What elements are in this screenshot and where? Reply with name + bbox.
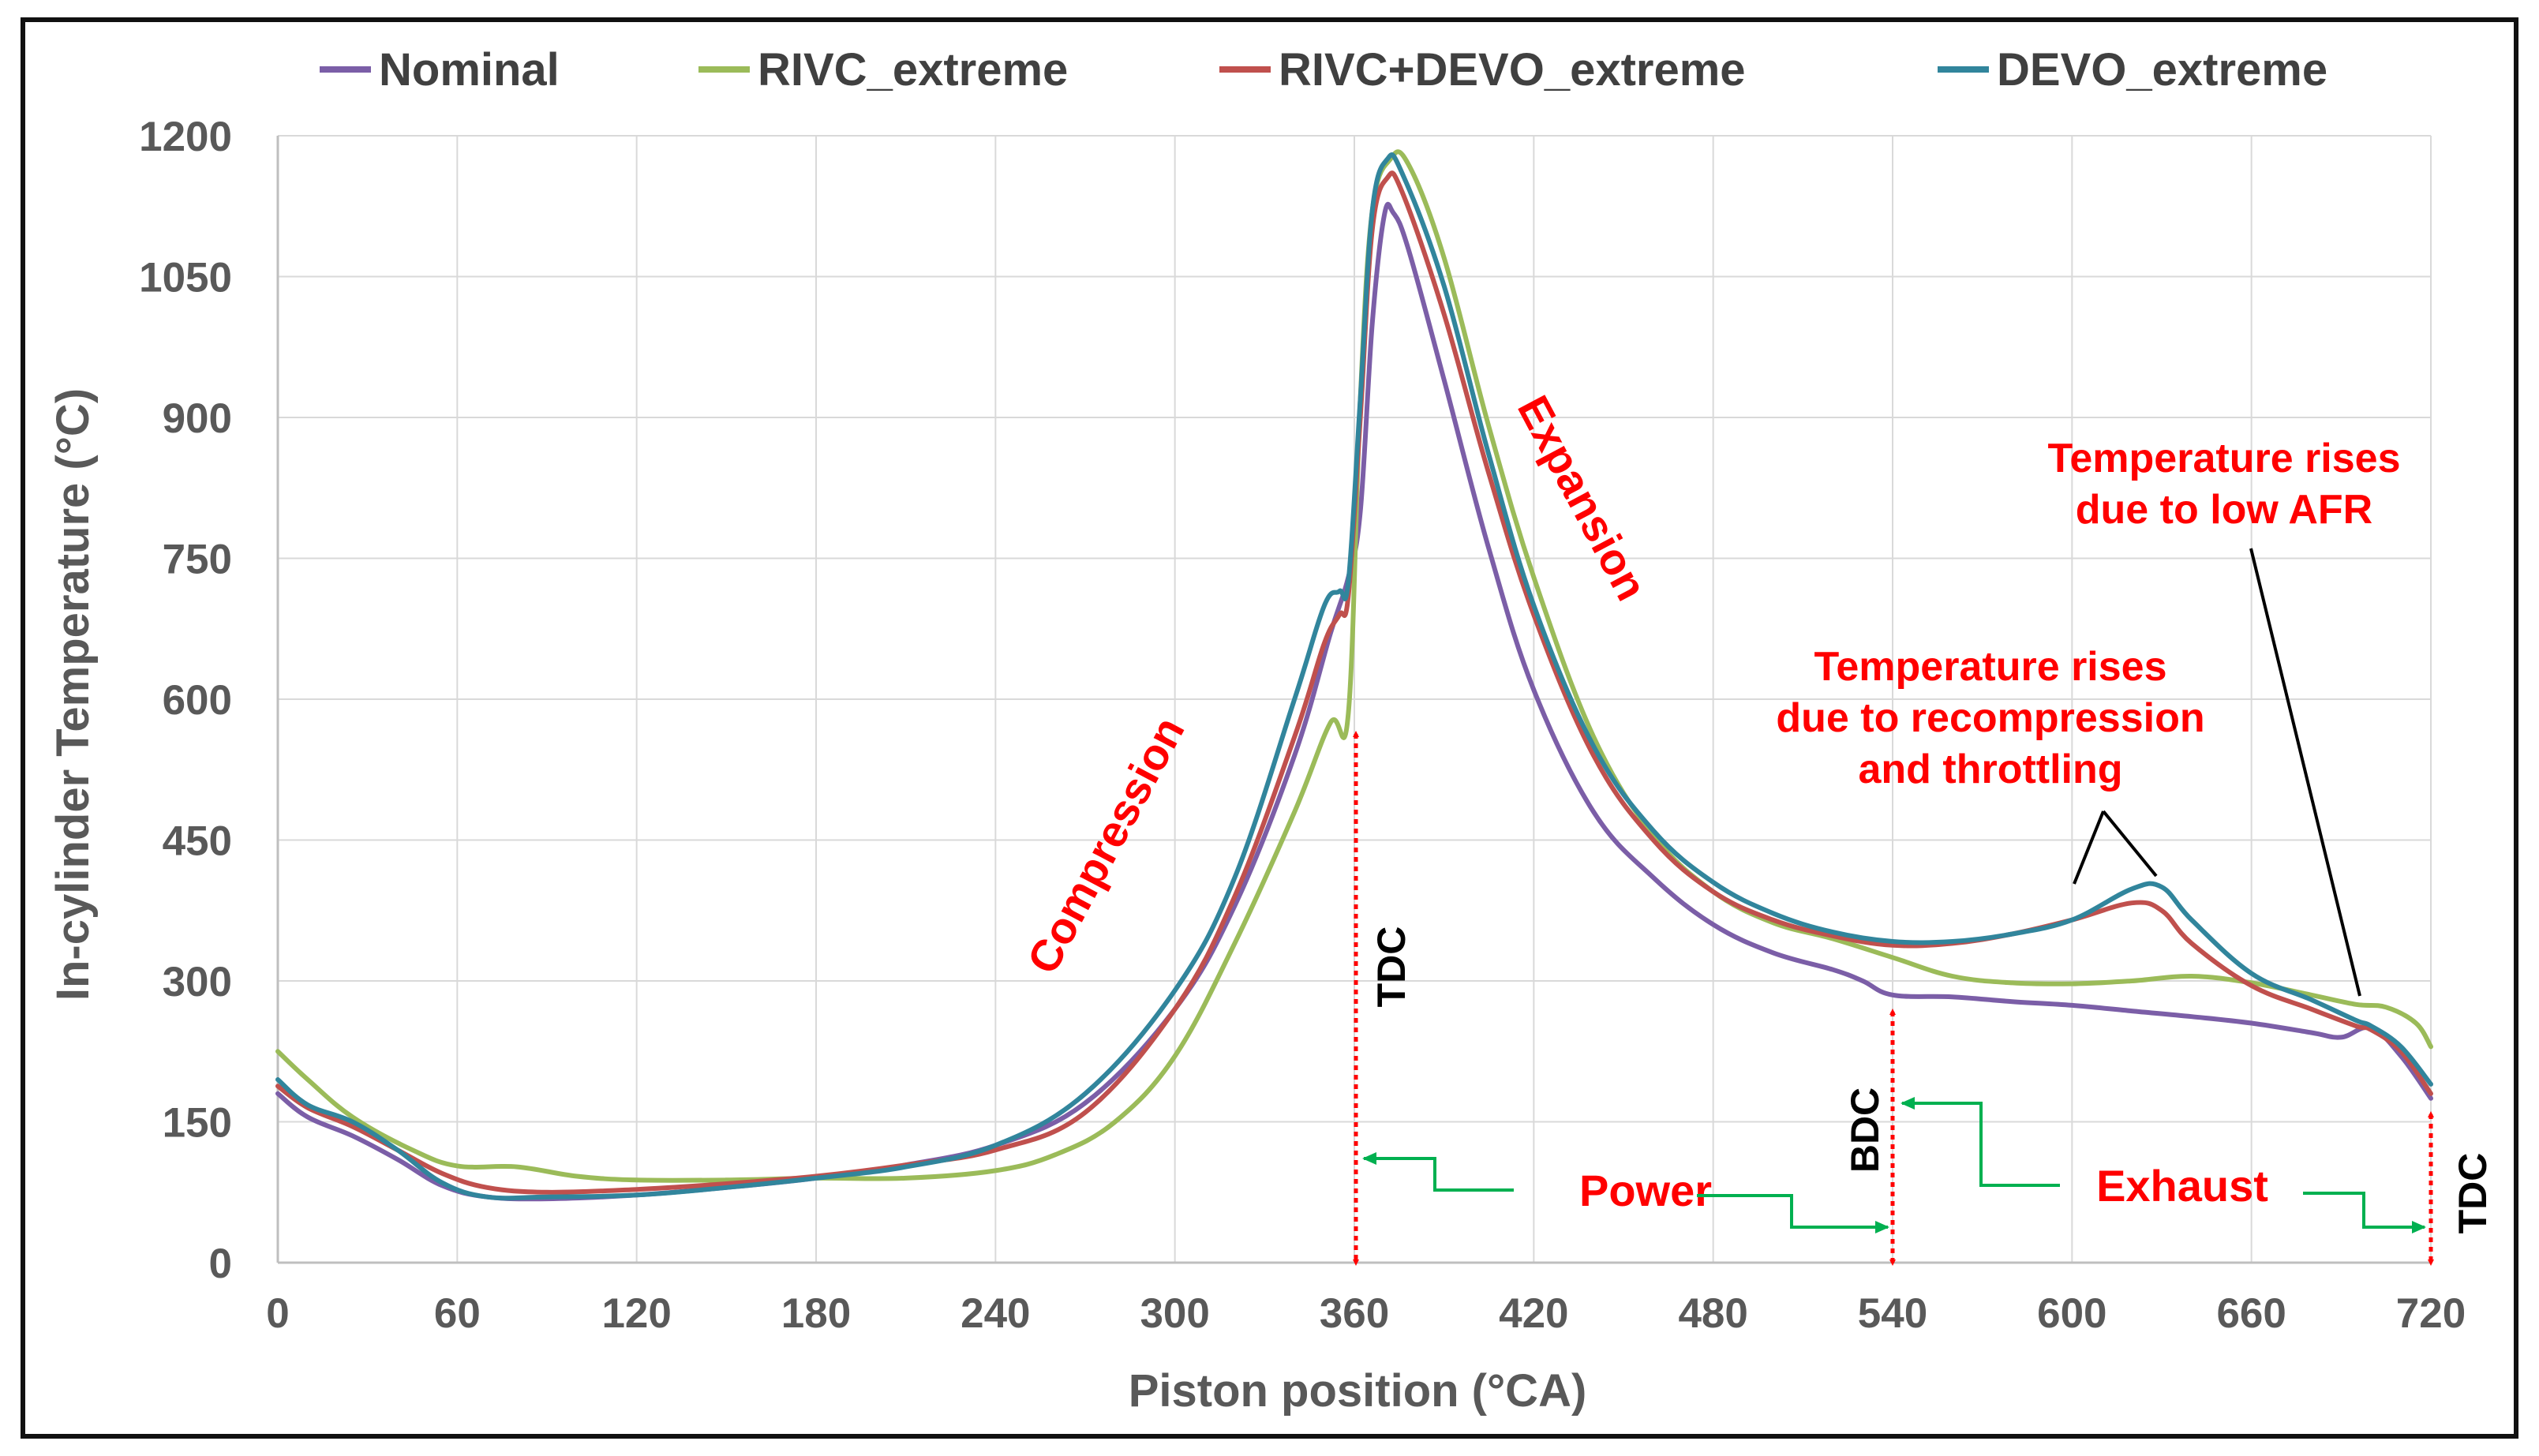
x-tick-label: 240 bbox=[961, 1290, 1030, 1337]
exhaust-arrow-left bbox=[1901, 1097, 2060, 1187]
x-tick-label: 60 bbox=[434, 1290, 481, 1337]
tdc-label-2: TDC bbox=[2451, 1153, 2495, 1234]
exhaust-label: Exhaust bbox=[2096, 1161, 2268, 1211]
legend-label-rivc-devo: RIVC+DEVO_extreme bbox=[1279, 44, 1746, 95]
low-afr-text-line-1: Temperature rises bbox=[2047, 436, 2400, 481]
y-tick-label: 750 bbox=[163, 537, 232, 583]
power-arrow-left bbox=[1362, 1152, 1514, 1192]
x-tick-label: 360 bbox=[1320, 1290, 1389, 1337]
x-tick-label: 420 bbox=[1499, 1290, 1568, 1337]
x-tick-label: 660 bbox=[2216, 1290, 2286, 1337]
legend-label-rivc: RIVC_extreme bbox=[758, 44, 1068, 95]
compression-label: Compression bbox=[1017, 709, 1194, 982]
tdc-label-1: TDC bbox=[1369, 926, 1414, 1008]
y-axis-title: In-cylinder Temperature (°C) bbox=[47, 388, 99, 1001]
recompression-annotation: Temperature rises due to recompression a… bbox=[1776, 644, 2205, 885]
recompression-text-line-3: and throttling bbox=[1858, 747, 2122, 792]
bdc-label: BDC bbox=[1843, 1087, 1887, 1173]
power-label: Power bbox=[1579, 1166, 1712, 1215]
x-axis-title: Piston position (°CA) bbox=[1129, 1365, 1587, 1417]
y-tick-label: 150 bbox=[163, 1100, 232, 1147]
recompression-pointer-1 bbox=[2073, 810, 2105, 885]
power-arrow-right bbox=[1697, 1194, 1889, 1233]
x-tick-label: 0 bbox=[266, 1290, 289, 1337]
chart-frame bbox=[21, 17, 2518, 1439]
recompression-text-line-2: due to recompression bbox=[1776, 695, 2204, 741]
y-tick-label: 0 bbox=[209, 1241, 232, 1287]
x-tick-label: 720 bbox=[2396, 1290, 2466, 1337]
recompression-text-line-1: Temperature rises bbox=[1814, 644, 2166, 690]
x-tick-label: 480 bbox=[1678, 1290, 1747, 1337]
series-line-rivc-devo-extreme bbox=[275, 170, 2433, 1195]
y-tick-label: 300 bbox=[163, 959, 232, 1005]
legend: Nominal RIVC_extreme RIVC+DEVO_extreme D… bbox=[320, 44, 2327, 95]
legend-label-devo: DEVO_extreme bbox=[1997, 44, 2327, 95]
low-afr-pointer bbox=[2249, 548, 2361, 997]
y-tick-label: 450 bbox=[163, 818, 232, 865]
x-tick-label: 120 bbox=[601, 1290, 671, 1337]
x-tick-label: 540 bbox=[1858, 1290, 1927, 1337]
x-tick-label: 180 bbox=[781, 1290, 851, 1337]
exhaust-arrow-right bbox=[2303, 1192, 2426, 1233]
y-tick-label: 1050 bbox=[139, 255, 232, 301]
recompression-pointer-2 bbox=[2102, 810, 2158, 878]
series-lines bbox=[275, 149, 2433, 1202]
expansion-label: Expansion bbox=[1508, 387, 1657, 608]
y-tick-label: 900 bbox=[163, 395, 232, 442]
legend-label-nominal: Nominal bbox=[379, 44, 560, 95]
x-tick-label: 600 bbox=[2037, 1290, 2106, 1337]
y-tick-label: 600 bbox=[163, 677, 232, 724]
x-tick-label: 300 bbox=[1140, 1290, 1209, 1337]
low-afr-text-line-2: due to low AFR bbox=[2076, 487, 2372, 533]
series-line-devo-extreme bbox=[275, 152, 2433, 1201]
low-afr-annotation: Temperature rises due to low AFR bbox=[2047, 436, 2401, 997]
y-tick-label: 1200 bbox=[139, 114, 232, 160]
